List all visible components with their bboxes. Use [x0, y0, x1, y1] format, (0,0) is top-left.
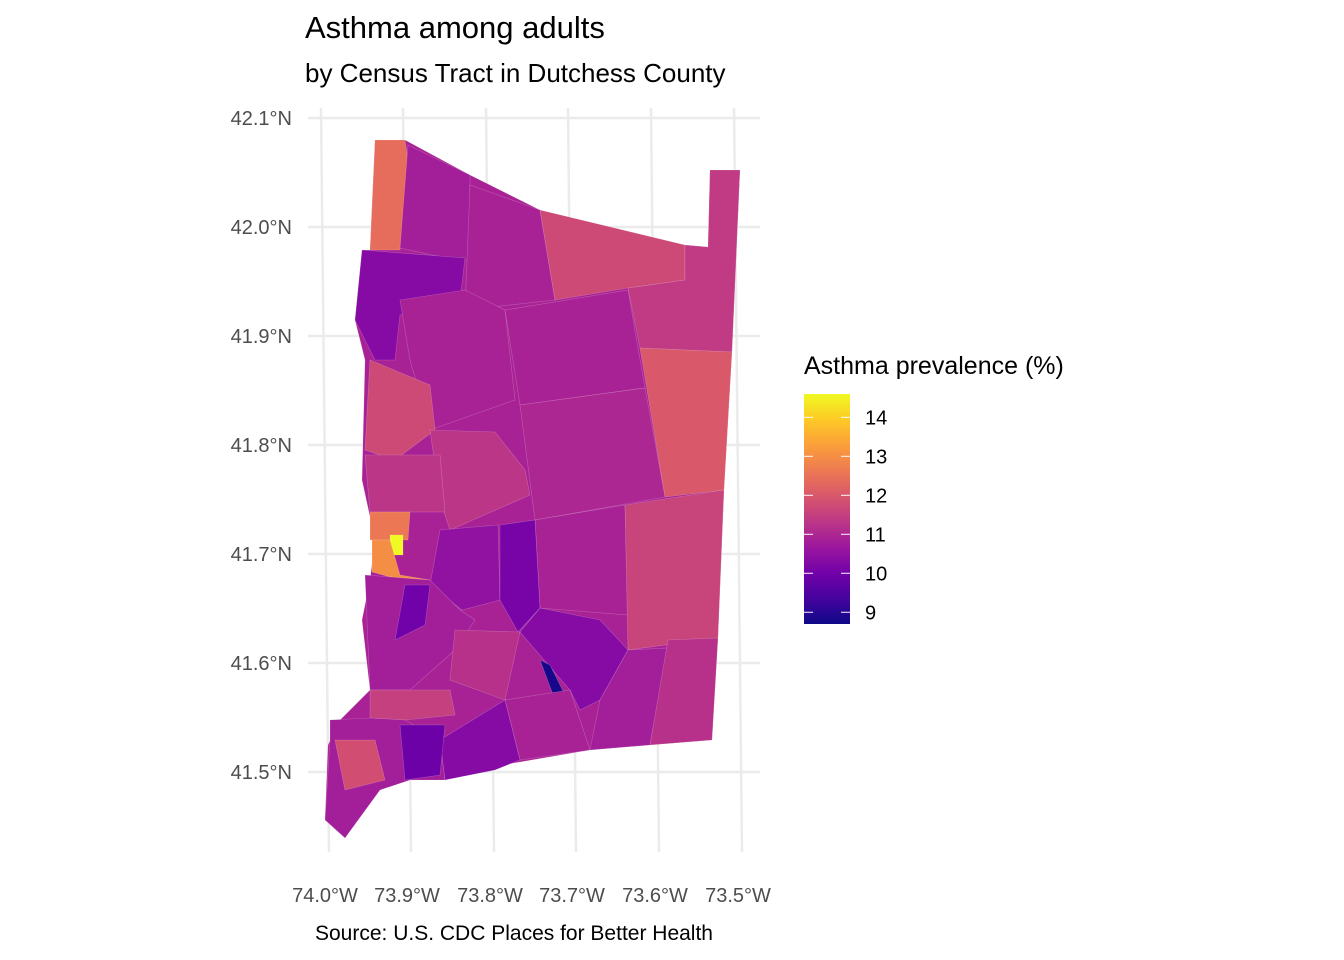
y-tick-label: 41.5°N [231, 762, 292, 784]
census-tract [399, 724, 446, 781]
x-tick-label: 73.7°W [539, 885, 605, 907]
census-tract [429, 524, 501, 611]
legend-label: 13 [865, 446, 887, 468]
y-tick-label: 41.7°N [231, 544, 292, 566]
chart-subtitle: by Census Tract in Dutchess County [305, 58, 726, 88]
census-tract [369, 511, 411, 541]
census-tract [369, 689, 456, 721]
y-tick-label: 42.0°N [231, 217, 292, 239]
x-tick-label: 73.6°W [622, 885, 688, 907]
y-tick-label: 42.1°N [231, 108, 292, 130]
y-tick-label: 41.8°N [231, 435, 292, 457]
gridline-x [319, 107, 331, 853]
census-tract [334, 739, 386, 791]
census-tract [624, 489, 725, 651]
census-tract [464, 184, 556, 311]
x-tick-label: 73.8°W [457, 885, 523, 907]
y-tick-label: 41.9°N [231, 326, 292, 348]
x-tick-label: 73.5°W [705, 885, 771, 907]
census-tract [504, 289, 646, 406]
chart-title: Asthma among adults [305, 10, 605, 45]
legend-title: Asthma prevalence (%) [804, 352, 1064, 380]
census-tract [394, 584, 431, 641]
legend-label: 11 [865, 524, 886, 546]
census-tract [627, 169, 741, 353]
census-tract [364, 359, 436, 461]
census-tract [534, 504, 629, 616]
legend-label: 10 [865, 563, 887, 585]
census-tract [399, 144, 471, 261]
legend-label: 12 [865, 485, 887, 507]
census-tract [364, 454, 446, 513]
legend-label: 9 [865, 602, 876, 624]
census-tract [499, 519, 541, 633]
census-tract [519, 387, 666, 521]
legend-colorbar [804, 394, 850, 624]
census-tract [439, 699, 521, 781]
census-tract [649, 637, 719, 746]
y-tick-label: 41.6°N [231, 653, 292, 675]
x-tick-label: 74.0°W [292, 885, 358, 907]
legend-label: 14 [865, 407, 887, 429]
x-tick-label: 73.9°W [374, 885, 440, 907]
chart-caption: Source: U.S. CDC Places for Better Healt… [315, 922, 713, 945]
